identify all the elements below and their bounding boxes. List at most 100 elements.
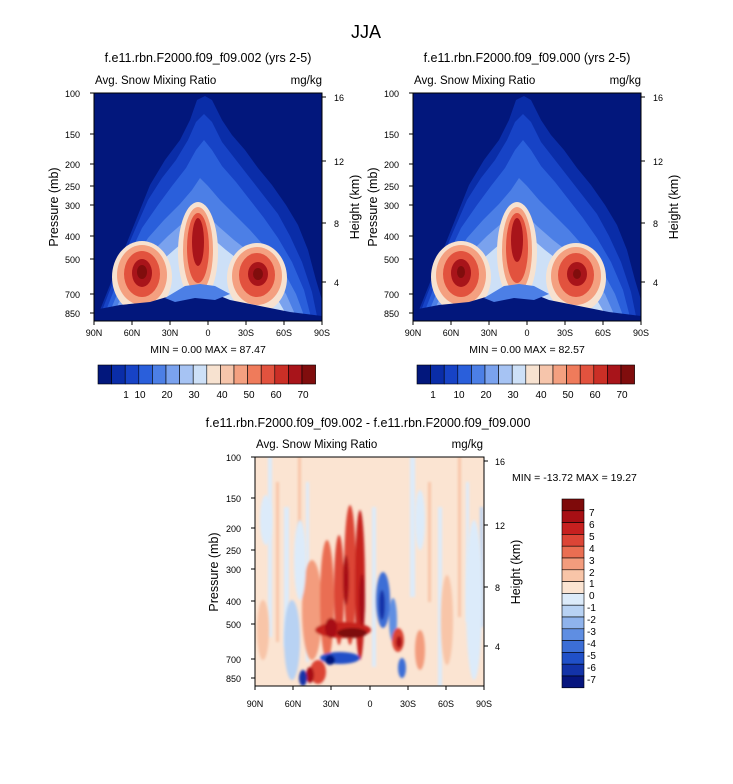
x-tick: 90N: [247, 699, 264, 709]
panel-right-units: mg/kg: [610, 75, 641, 87]
diff-streak: [276, 482, 279, 642]
x-tick: 60S: [438, 699, 454, 709]
colorbar-label: 1: [123, 390, 129, 401]
colorbar-label: 70: [616, 390, 628, 401]
figure-title: JJA: [351, 22, 381, 42]
y-right-tick: 12: [495, 521, 505, 531]
colorbar-swatch: [220, 364, 235, 385]
colorbar-swatch: [561, 593, 585, 606]
y-right-tick: 8: [495, 583, 500, 593]
panel-left-field: [94, 93, 322, 321]
colorbar-swatch: [192, 364, 208, 385]
colorbar-label: -2: [587, 615, 596, 626]
x-tick: 30S: [400, 699, 416, 709]
x-tick: 90S: [314, 328, 330, 338]
y-tick: 500: [226, 620, 241, 630]
y-tick: 700: [65, 290, 80, 300]
colorbar-swatch: [561, 545, 585, 559]
colorbar-label: 40: [535, 390, 547, 401]
panel-diff-colorbar: 7 6 5 4 3 2 1 0 -1 -2 -3 -4 -5 -6 -7: [561, 498, 596, 689]
diff-streak: [268, 457, 272, 637]
colorbar-swatch: [561, 581, 585, 594]
colorbar-swatch: [498, 364, 513, 385]
x-tick: 60N: [285, 699, 302, 709]
colorbar-label: 50: [243, 390, 255, 401]
colorbar-label: 0: [589, 591, 595, 602]
x-tick: 0: [205, 328, 210, 338]
colorbar-label: 30: [188, 390, 200, 401]
y-right-tick: 12: [653, 157, 663, 167]
colorbar-label: 20: [161, 390, 173, 401]
diff-streak: [372, 507, 376, 667]
colorbar-label: -5: [587, 651, 596, 662]
panel-left-units: mg/kg: [291, 75, 322, 87]
panel-right-title: f.e11.rbn.F2000.f09_f09.000 (yrs 2-5): [424, 51, 631, 65]
y-tick: 400: [226, 597, 241, 607]
colorbar-swatch: [561, 510, 585, 523]
panel-left-field-label: Avg. Snow Mixing Ratio: [95, 75, 216, 87]
panel-diff-ylabel-right: Height (km): [509, 540, 523, 605]
panel-diff-field-label: Avg. Snow Mixing Ratio: [256, 439, 377, 451]
diff-streak: [410, 457, 415, 597]
colorbar-swatch: [484, 364, 499, 385]
panel-right-ylabel: Pressure (mb): [366, 167, 380, 246]
colorbar-swatch: [443, 364, 459, 385]
panel-diff-y-right-ticks: 16 12 8 4: [495, 457, 505, 652]
colorbar-swatch: [561, 534, 585, 547]
colorbar-swatch: [561, 675, 585, 689]
panel-left-y-ticks: 100 150 200 250 300 400 500 700 850: [65, 89, 80, 319]
panel-diff-title: f.e11.rbn.F2000.f09_f09.002 - f.e11.rbn.…: [206, 416, 531, 430]
x-tick: 30N: [162, 328, 179, 338]
y-tick: 500: [65, 255, 80, 265]
x-tick: 30S: [238, 328, 254, 338]
panel-right-ylabel-right: Height (km): [667, 175, 681, 240]
colorbar-swatch: [274, 364, 289, 385]
colorbar-swatch: [525, 364, 540, 385]
colorbar-swatch: [561, 628, 585, 641]
y-tick: 200: [384, 160, 399, 170]
diff-streak: [284, 507, 289, 647]
panel-right-stats: MIN = 0.00 MAX = 82.57: [469, 344, 585, 356]
y-right-tick: 8: [653, 219, 658, 229]
y-tick: 400: [65, 232, 80, 242]
colorbar-swatch: [97, 364, 112, 385]
colorbar-label: 3: [589, 556, 595, 567]
panel-difference: f.e11.rbn.F2000.f09_f09.002 - f.e11.rbn.…: [206, 416, 637, 709]
colorbar-swatch: [165, 364, 180, 385]
panel-left-y-right-ticks: 16 12 8 4: [334, 93, 344, 288]
y-right-tick: 4: [334, 278, 339, 288]
y-tick: 150: [384, 130, 399, 140]
panel-left: f.e11.rbn.F2000.f09_f09.002 (yrs 2-5) Av…: [47, 51, 362, 401]
y-tick: 850: [226, 674, 241, 684]
panel-left-ylabel-right: Height (km): [348, 175, 362, 240]
panel-right-colorbar: 1 10 20 30 40 50 60 70: [416, 364, 635, 401]
y-tick: 100: [65, 89, 80, 99]
colorbar-swatch: [152, 364, 167, 385]
colorbar-swatch: [260, 364, 276, 385]
panel-left-stats: MIN = 0.00 MAX = 87.47: [150, 344, 266, 356]
x-tick: 60N: [124, 328, 141, 338]
colorbar-swatch: [607, 364, 622, 385]
y-right-tick: 16: [495, 457, 505, 467]
colorbar-swatch: [620, 364, 635, 385]
panel-right-y-ticks: 100 150 200 250 300 400 500 700 850: [384, 89, 399, 319]
x-tick: 60S: [276, 328, 292, 338]
x-tick: 90N: [405, 328, 422, 338]
x-tick: 90N: [86, 328, 103, 338]
y-tick: 250: [226, 546, 241, 556]
diff-streak: [458, 457, 461, 617]
colorbar-label: 50: [562, 390, 574, 401]
panel-diff-y-ticks: 100 150 200 250 300 400 500 700 850: [226, 453, 241, 684]
y-right-tick: 4: [653, 278, 658, 288]
x-tick: 0: [367, 699, 372, 709]
colorbar-label: 2: [589, 568, 595, 579]
y-tick: 300: [65, 201, 80, 211]
colorbar-swatch: [561, 604, 585, 618]
diff-streak: [480, 507, 483, 627]
colorbar-label: 4: [589, 544, 595, 555]
colorbar-label: 5: [589, 532, 595, 543]
y-tick: 300: [384, 201, 399, 211]
y-tick: 250: [65, 182, 80, 192]
y-right-tick: 12: [334, 157, 344, 167]
panel-diff-ylabel: Pressure (mb): [207, 532, 221, 611]
